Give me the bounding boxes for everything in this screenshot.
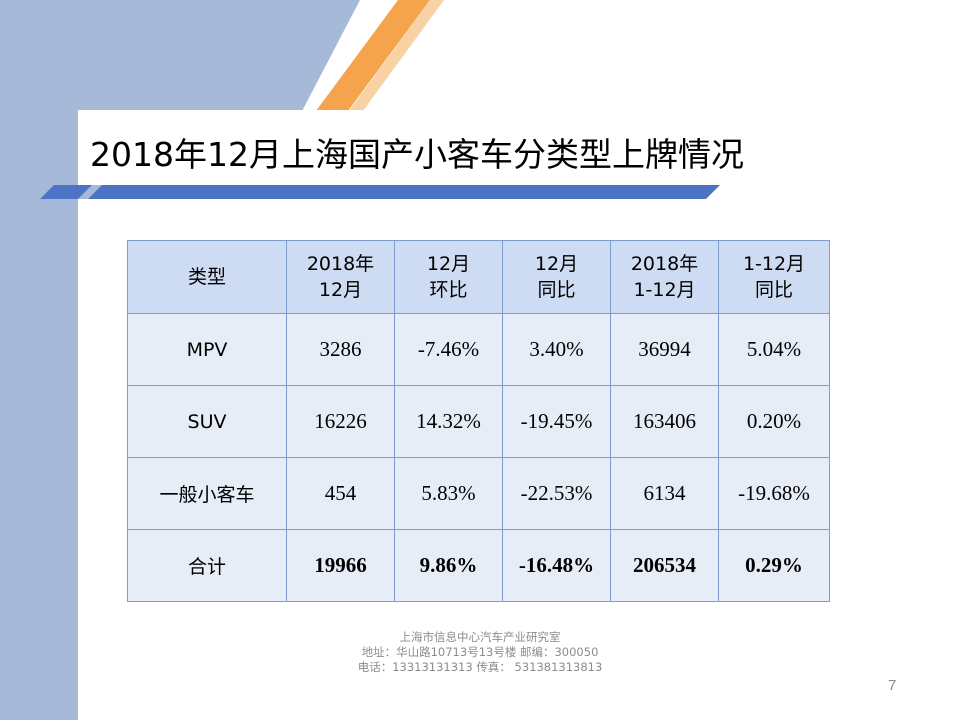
table-cell: 6134 bbox=[610, 457, 719, 530]
row-label: 一般小客车 bbox=[127, 457, 287, 530]
page-number: 7 bbox=[888, 677, 897, 694]
table-row-total: 合计 19966 9.86% -16.48% 206534 0.29% bbox=[127, 529, 830, 602]
header-type: 类型 bbox=[127, 240, 287, 314]
table-cell: 0.29% bbox=[718, 529, 830, 602]
table-cell: -7.46% bbox=[394, 313, 503, 386]
table-cell: 9.86% bbox=[394, 529, 503, 602]
table-cell: 0.20% bbox=[718, 385, 830, 458]
table-cell: 3.40% bbox=[502, 313, 611, 386]
table-cell: 454 bbox=[286, 457, 395, 530]
table-cell: 206534 bbox=[610, 529, 719, 602]
title-band bbox=[78, 110, 960, 188]
row-label: 合计 bbox=[127, 529, 287, 602]
table-cell: 5.04% bbox=[718, 313, 830, 386]
table-cell: -16.48% bbox=[502, 529, 611, 602]
footer-address: 地址：华山路10713号13号楼 邮编：300050 bbox=[361, 645, 599, 659]
table-cell: 36994 bbox=[610, 313, 719, 386]
row-label: SUV bbox=[127, 385, 287, 458]
top-decoration bbox=[0, 0, 960, 115]
header-ytd-yoy: 1-12月 同比 bbox=[718, 240, 830, 314]
table-row-suv: SUV 16226 14.32% -19.45% 163406 0.20% bbox=[127, 385, 830, 458]
footer-phone: 电话：13313131313 传真： 531381313813 bbox=[357, 660, 603, 674]
registration-table: 类型 2018年 12月 12月 环比 12月 同比 2018年 1-12月 1-12月… bbox=[127, 240, 830, 602]
page-title: 2018年12月上海国产小客车分类型上牌情况 bbox=[90, 135, 744, 174]
table-cell: 3286 bbox=[286, 313, 395, 386]
table-cell: 16226 bbox=[286, 385, 395, 458]
row-label: MPV bbox=[127, 313, 287, 386]
header-dec-yoy: 12月 同比 bbox=[502, 240, 611, 314]
table-cell: -19.45% bbox=[502, 385, 611, 458]
footer-org: 上海市信息中心汽车产业研究室 bbox=[399, 630, 561, 644]
left-side-band bbox=[0, 0, 78, 720]
table-cell: -19.68% bbox=[718, 457, 830, 530]
header-ytd-volume: 2018年 1-12月 bbox=[610, 240, 719, 314]
table-cell: 163406 bbox=[610, 385, 719, 458]
footer-contact: 上海市信息中心汽车产业研究室 地址：华山路10713号13号楼 邮编：30005… bbox=[300, 630, 660, 675]
table-header-row: 类型 2018年 12月 12月 环比 12月 同比 2018年 1-12月 1-12月… bbox=[127, 240, 830, 314]
table-cell: 5.83% bbox=[394, 457, 503, 530]
header-dec-mom: 12月 环比 bbox=[394, 240, 503, 314]
table-cell: 19966 bbox=[286, 529, 395, 602]
table-cell: -22.53% bbox=[502, 457, 611, 530]
header-dec-volume: 2018年 12月 bbox=[286, 240, 395, 314]
table-row-car: 一般小客车 454 5.83% -22.53% 6134 -19.68% bbox=[127, 457, 830, 530]
table-row-mpv: MPV 3286 -7.46% 3.40% 36994 5.04% bbox=[127, 313, 830, 386]
title-underline bbox=[40, 184, 720, 199]
table-cell: 14.32% bbox=[394, 385, 503, 458]
